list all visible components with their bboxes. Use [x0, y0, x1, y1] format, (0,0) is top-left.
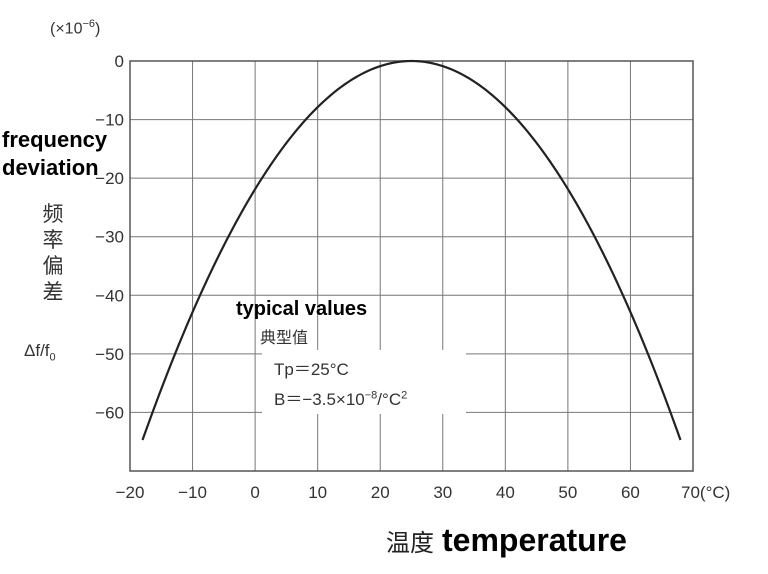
- frequency-deviation-curve: [141, 59, 682, 441]
- x-tick-label: 70(°C): [681, 483, 730, 502]
- annotation-title-english: typical values: [236, 298, 368, 320]
- y-axis-label-english: frequency deviation: [2, 127, 108, 180]
- x-tick-label: 10: [308, 483, 327, 502]
- y-tick-label: −60: [95, 403, 124, 422]
- y-label-char: 差: [42, 281, 64, 304]
- y-label-char: 偏: [42, 255, 64, 278]
- x-axis-label-english: temperature: [442, 522, 627, 558]
- x-tick-label: −10: [178, 483, 207, 502]
- annotation-turnover-temperature: Tp＝25°C: [274, 360, 349, 379]
- y-tick-label: −30: [95, 228, 124, 247]
- y-axis-multiplier: (×10−6): [50, 18, 101, 38]
- y-axis-ticks: 0 −10 −20 −30 −40 −50 −60: [95, 52, 124, 422]
- x-tick-label: 0: [250, 483, 259, 502]
- x-axis-ticks: −20 −10 0 10 20 30 40 50 60 70(°C): [116, 483, 731, 502]
- annotation-title-chinese: 典型值: [260, 330, 309, 347]
- x-tick-label: 30: [433, 483, 452, 502]
- annotation-background: [262, 350, 466, 414]
- y-tick-label: 0: [115, 52, 124, 71]
- y-label-char: 频: [42, 203, 64, 226]
- annotation-coefficient: B＝−3.5×10−8/°C2: [274, 389, 408, 409]
- y-tick-label: −20: [95, 169, 124, 188]
- y-label-char: 率: [42, 229, 64, 252]
- y-tick-label: −10: [95, 111, 124, 130]
- x-tick-label: 50: [558, 483, 577, 502]
- x-tick-label: −20: [116, 483, 145, 502]
- x-tick-label: 60: [621, 483, 640, 502]
- y-axis-symbol: Δf/f0: [24, 341, 56, 364]
- y-axis-label-chinese: 频 率 偏 差: [40, 202, 66, 306]
- x-tick-label: 20: [371, 483, 390, 502]
- y-tick-label: −40: [95, 286, 124, 305]
- y-tick-label: −50: [95, 345, 124, 364]
- x-axis-label: 温度 temperature: [386, 522, 627, 559]
- x-axis-label-chinese: 温度: [386, 530, 434, 557]
- x-tick-label: 40: [496, 483, 515, 502]
